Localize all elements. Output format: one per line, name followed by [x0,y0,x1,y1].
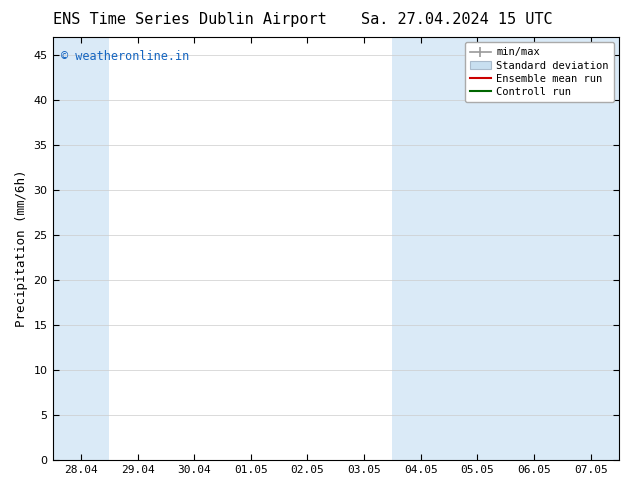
Bar [392,37,562,460]
Text: © weatheronline.in: © weatheronline.in [61,50,190,63]
Text: ENS Time Series Dublin Airport: ENS Time Series Dublin Airport [53,12,327,27]
Bar [53,37,109,460]
Text: Sa. 27.04.2024 15 UTC: Sa. 27.04.2024 15 UTC [361,12,552,27]
Y-axis label: Precipitation (mm/6h): Precipitation (mm/6h) [15,170,28,327]
Legend: min/max, Standard deviation, Ensemble mean run, Controll run: min/max, Standard deviation, Ensemble me… [465,42,614,102]
Bar [562,37,619,460]
